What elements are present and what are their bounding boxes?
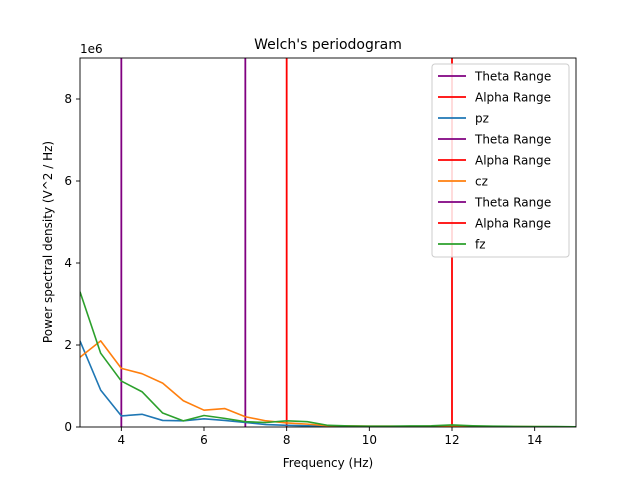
x-tick-label: 14	[527, 433, 542, 447]
legend-label: Alpha Range	[475, 217, 551, 231]
x-tick-label: 8	[283, 433, 291, 447]
legend-label: Theta Range	[474, 133, 551, 147]
x-axis-label: Frequency (Hz)	[283, 456, 374, 470]
y-axis-offset-label: 1e6	[80, 42, 103, 56]
legend-label: Theta Range	[474, 70, 551, 84]
y-tick-label: 8	[64, 92, 72, 106]
legend-label: Alpha Range	[475, 154, 551, 168]
plot-area: 4 6 8 10 12 14 0 2 4 6 8 Theta Range Alpha Range pz Th…	[64, 57, 577, 447]
x-tick-label: 12	[444, 433, 459, 447]
y-tick-label: 0	[64, 420, 72, 434]
legend-box	[431, 63, 570, 258]
y-tick-label: 4	[64, 256, 72, 270]
legend-label: pz	[475, 112, 489, 126]
chart-title: Welch's periodogram	[254, 37, 402, 53]
legend-label: Theta Range	[474, 196, 551, 210]
axes-frame	[79, 57, 577, 428]
legend-label: Alpha Range	[475, 91, 551, 105]
legend-label: cz	[475, 175, 488, 189]
legend-label: fz	[475, 238, 486, 252]
series-line-fz	[80, 291, 576, 427]
x-tick-label: 6	[200, 433, 208, 447]
x-tick-label: 4	[118, 433, 126, 447]
y-tick-label: 6	[64, 174, 72, 188]
x-tick-label: 10	[362, 433, 377, 447]
y-tick-label: 2	[64, 338, 72, 352]
y-axis-label: Power spectral density (V^2 / Hz)	[41, 141, 55, 343]
